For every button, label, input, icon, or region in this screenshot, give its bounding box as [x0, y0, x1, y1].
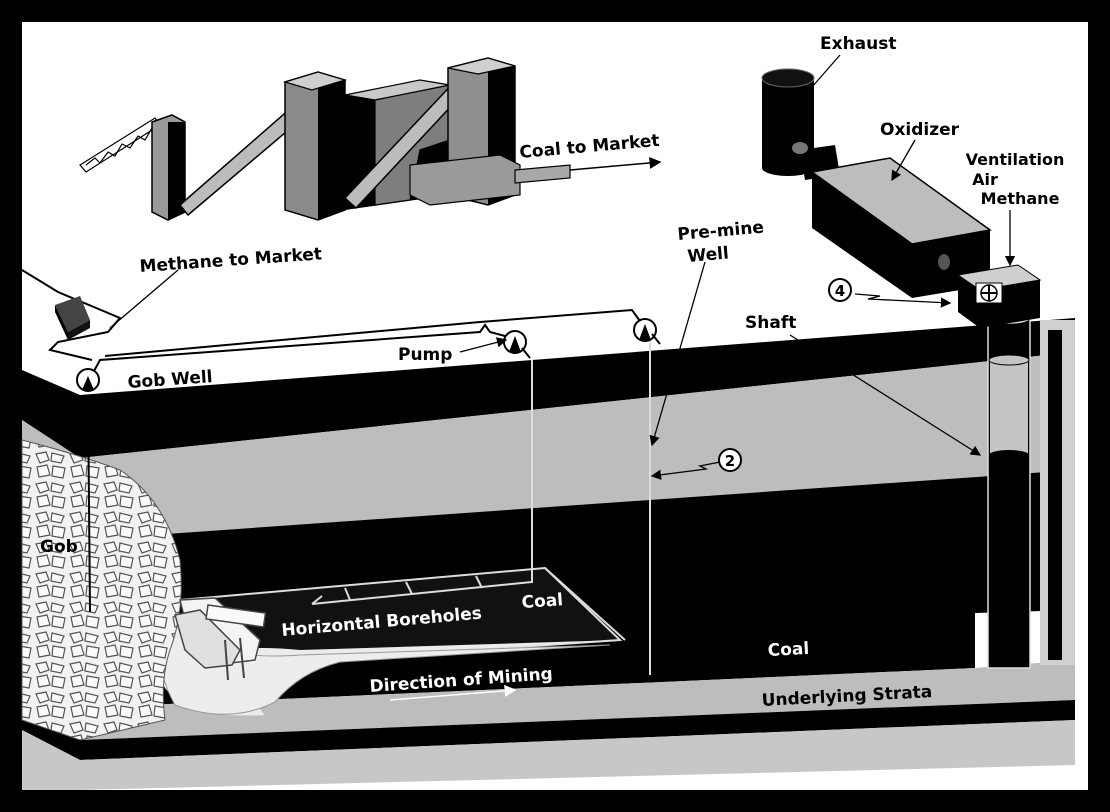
surface-pipeline: [87, 323, 521, 383]
direction-of-mining-arrow: [389, 684, 517, 701]
underlying-strata-layer: [22, 660, 1075, 740]
surface-pipeline-2: [104, 308, 646, 357]
borehole-branch-3: [475, 575, 483, 589]
gob-well-pump: [76, 368, 100, 392]
bottom-band-lower: [22, 720, 1075, 790]
oxidizer-system: [761, 68, 1042, 328]
gob-well-pipe: [87, 394, 91, 613]
coal-panel-edge: [544, 567, 626, 641]
overburden-top-band: [22, 318, 1075, 458]
label-gob: Gob: [40, 537, 78, 557]
methane-processing-box: [55, 296, 90, 340]
coal-panel: [178, 360, 626, 670]
surface-pipeline-3: [21, 269, 122, 361]
leader-lines: [109, 54, 1016, 480]
svg-text:2: 2: [725, 452, 735, 470]
shaft-right-dark: [1048, 330, 1062, 660]
borehole-branch-2: [405, 581, 413, 595]
longwall-shearer: [174, 597, 267, 681]
label-pump: Pump: [398, 345, 452, 365]
horizontal-borehole-main: [311, 360, 533, 605]
label-ventilation: Ventilation: [966, 150, 1065, 169]
shaft: [987, 312, 1031, 669]
pre-mine-pump: [633, 318, 661, 345]
marker-4: 4: [828, 278, 852, 302]
rock-layer: [22, 352, 1075, 540]
svg-text:4: 4: [835, 282, 845, 300]
label-well: Well: [687, 243, 730, 267]
label-shaft: Shaft: [745, 313, 796, 333]
gob-area: [21, 439, 182, 741]
label-coal-upper: Coal: [521, 590, 564, 613]
borehole-branch-1: [344, 587, 351, 601]
label-oxidizer: Oxidizer: [880, 120, 960, 140]
bottom-band: [22, 700, 1075, 760]
borehole-tip: [311, 595, 323, 605]
label-air: Air: [972, 170, 998, 189]
label-exhaust: Exhaust: [820, 34, 897, 54]
coal-to-market-arrow: [569, 156, 662, 171]
label-coal-lower: Coal: [767, 639, 809, 661]
label-methane-vam: Methane: [981, 189, 1060, 208]
coal-prep-plant: [79, 57, 662, 221]
marker-2: 2: [718, 448, 742, 472]
